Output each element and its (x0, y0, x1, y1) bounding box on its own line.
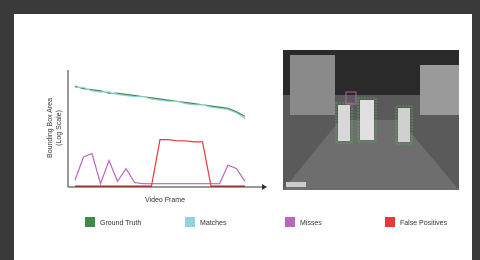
legend-swatch (385, 217, 395, 227)
legend-label: Misses (300, 220, 322, 227)
legend-label: Matches (200, 220, 227, 227)
thermal-image (283, 50, 459, 190)
legend-label: False Positives (400, 220, 448, 227)
image-person (360, 100, 374, 140)
image-building (420, 65, 459, 115)
legend-label: Ground Truth (100, 220, 141, 227)
legend-swatch (285, 217, 295, 227)
figure: Video Frame Bounding Box Area (Log Scale… (0, 0, 480, 260)
legend-swatch (185, 217, 195, 227)
page: Video Frame Bounding Box Area (Log Scale… (0, 0, 480, 260)
image-person (338, 105, 350, 141)
legend-swatch (85, 217, 95, 227)
image-building (290, 55, 335, 115)
y-label-line: (Log Scale) (56, 110, 63, 146)
y-label-line: Bounding Box Area (47, 98, 54, 158)
image-person (398, 108, 410, 142)
image-scale (286, 182, 306, 187)
x-axis-label: Video Frame (145, 197, 185, 204)
